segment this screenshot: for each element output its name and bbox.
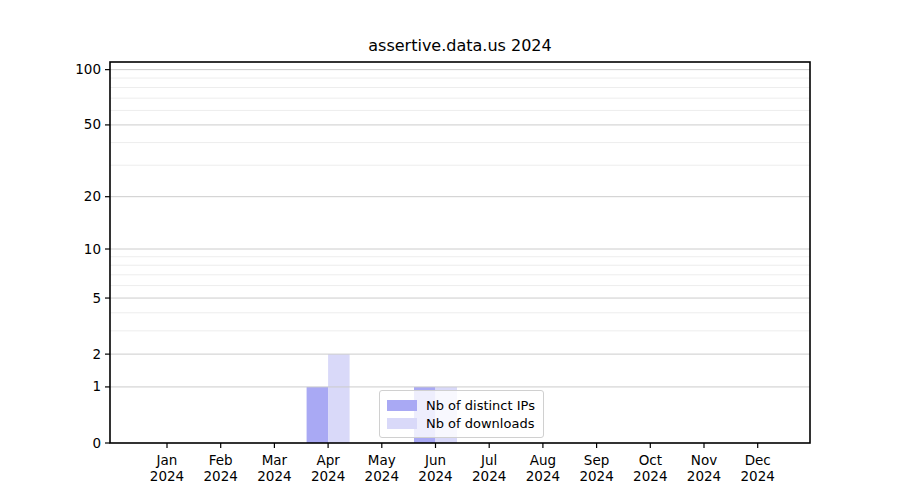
svg-text:Mar: Mar — [262, 452, 288, 468]
svg-text:10: 10 — [84, 241, 101, 257]
svg-text:2024: 2024 — [633, 468, 667, 484]
legend: Nb of distinct IPs Nb of downloads — [379, 390, 544, 438]
legend-label-distinct-ips: Nb of distinct IPs — [426, 398, 535, 413]
svg-text:Nov: Nov — [691, 452, 717, 468]
svg-text:2024: 2024 — [472, 468, 506, 484]
legend-item-distinct-ips: Nb of distinct IPs — [387, 398, 536, 413]
svg-text:2024: 2024 — [150, 468, 184, 484]
svg-text:2024: 2024 — [311, 468, 345, 484]
svg-text:5: 5 — [92, 290, 101, 306]
svg-text:May: May — [368, 452, 396, 468]
svg-text:50: 50 — [84, 116, 101, 132]
svg-text:100: 100 — [75, 61, 101, 77]
svg-text:1: 1 — [92, 378, 101, 394]
svg-text:Aug: Aug — [530, 452, 556, 468]
svg-text:Dec: Dec — [745, 452, 771, 468]
legend-swatch-downloads — [387, 418, 417, 429]
svg-text:Jul: Jul — [480, 452, 497, 468]
legend-swatch-distinct-ips — [387, 400, 417, 411]
svg-text:2024: 2024 — [257, 468, 291, 484]
legend-item-downloads: Nb of downloads — [387, 416, 536, 431]
svg-text:2024: 2024 — [365, 468, 399, 484]
svg-text:Apr: Apr — [316, 452, 340, 468]
svg-text:2024: 2024 — [741, 468, 775, 484]
legend-label-downloads: Nb of downloads — [426, 416, 534, 431]
svg-text:Feb: Feb — [209, 452, 233, 468]
svg-text:2: 2 — [92, 346, 101, 362]
svg-text:2024: 2024 — [418, 468, 452, 484]
svg-text:2024: 2024 — [204, 468, 238, 484]
svg-text:Jan: Jan — [156, 452, 178, 468]
svg-text:20: 20 — [84, 188, 101, 204]
svg-text:Oct: Oct — [639, 452, 662, 468]
svg-text:0: 0 — [92, 435, 101, 451]
svg-text:Sep: Sep — [584, 452, 609, 468]
svg-text:Jun: Jun — [424, 452, 446, 468]
svg-text:2024: 2024 — [579, 468, 613, 484]
svg-text:2024: 2024 — [687, 468, 721, 484]
chart-canvas: assertive.data.us 2024 0125102050100Jan2… — [0, 0, 900, 500]
svg-text:2024: 2024 — [526, 468, 560, 484]
